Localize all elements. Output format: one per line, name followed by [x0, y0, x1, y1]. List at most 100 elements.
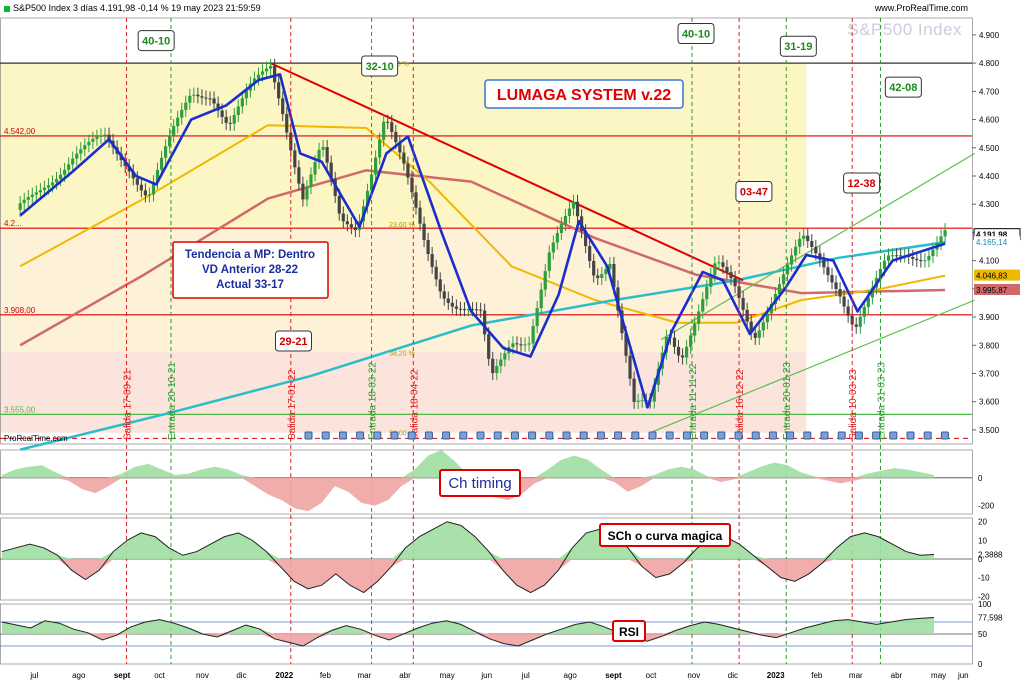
signal-label: Entrada 18-03-22	[368, 362, 379, 440]
osc-axis-label: 100	[978, 600, 992, 609]
candle-body	[919, 260, 923, 262]
chart-title: S&P500 Index 3 días 4.191,98 -0,14 % 19 …	[13, 3, 261, 13]
event-marker-icon	[837, 431, 846, 440]
candle-body	[38, 190, 42, 193]
candle-body	[547, 252, 551, 272]
brand-label: www.ProRealTime.com	[874, 3, 968, 13]
candle-body	[34, 192, 38, 195]
osc-axis-label: -10	[978, 574, 990, 583]
signal-label: Salida 17-09-21	[123, 369, 134, 440]
price-tag	[974, 269, 1020, 281]
candle-body	[236, 106, 240, 115]
candle-body	[684, 346, 689, 358]
candle-body	[273, 65, 277, 83]
candle-body	[790, 255, 794, 265]
candle-body	[192, 94, 196, 96]
price-tag-label: 3.995,87	[976, 286, 1008, 295]
event-marker-icon	[356, 431, 365, 440]
candle-body	[777, 284, 782, 295]
candle-body	[442, 291, 446, 299]
candle-body	[491, 358, 495, 374]
candle-body	[503, 353, 507, 360]
ma-fast-line	[19, 73, 946, 409]
osc-axis-label: 0	[978, 474, 983, 483]
osc-positive-area	[2, 521, 934, 559]
candle-body	[814, 246, 818, 254]
osc-axis-label: 10	[978, 536, 987, 545]
price-tag	[974, 236, 1020, 248]
time-axis-label: oct	[646, 671, 657, 680]
candle-body	[693, 323, 697, 336]
osc-name-box	[439, 469, 521, 497]
osc-line	[1, 616, 935, 647]
event-marker-icon	[923, 431, 932, 440]
osc-name: RSI	[619, 625, 639, 639]
candle-body	[628, 355, 632, 379]
watermark: S&P500 Index	[847, 20, 962, 39]
time-axis-label: ago	[72, 671, 86, 680]
event-marker-icon	[579, 431, 588, 440]
signal-label: Entrada 20-01-23	[782, 362, 793, 440]
candle-body	[830, 275, 834, 283]
level-label: 3.555,00	[4, 405, 36, 414]
info-box	[172, 241, 329, 299]
event-marker-icon	[493, 431, 502, 440]
candle-body	[854, 324, 858, 327]
candle-body	[697, 311, 701, 324]
price-axis-label: 3.500	[979, 426, 1000, 435]
candle-body	[402, 152, 406, 164]
time-axis-label: mar	[849, 671, 863, 680]
osc-axis-label: 77,598	[978, 613, 1003, 622]
candle-body	[862, 306, 866, 317]
price-axis-label: 3.800	[979, 341, 1000, 350]
candle-body	[329, 162, 333, 179]
level-label: 4.542,00	[4, 127, 36, 136]
candle-body	[563, 215, 568, 225]
candle-body	[519, 344, 523, 346]
time-axis-label: feb	[811, 671, 823, 680]
signal-label: Entrada 11-11-22	[688, 363, 699, 440]
candle-body	[466, 309, 471, 311]
osc-axis-label: -20	[978, 592, 990, 601]
candle-body	[426, 239, 430, 255]
candle-body	[527, 343, 531, 345]
candle-body	[232, 114, 236, 124]
fib-zone-lower	[0, 352, 807, 433]
osc-axis-label: 0	[978, 555, 983, 564]
signal-box-label: 03-47	[740, 187, 768, 199]
time-axis-label: oct	[154, 671, 165, 680]
candle-body	[349, 224, 353, 228]
candle-body	[729, 272, 733, 279]
signal-box	[735, 181, 773, 203]
candle-body	[943, 230, 947, 237]
candle-body	[575, 201, 580, 217]
osc-axis-label: 0	[978, 660, 983, 669]
candle-body	[75, 153, 79, 159]
candle-body	[531, 326, 535, 344]
info-box-line: Tendencia a MP: Dentro	[185, 249, 315, 261]
candle-body	[846, 306, 850, 316]
candle-body	[717, 262, 721, 264]
price-axis-label: 4.800	[979, 59, 1000, 68]
candle-body	[890, 255, 895, 257]
candle-body	[810, 241, 814, 247]
candle-body	[305, 187, 309, 200]
candle-body	[50, 182, 55, 186]
candle-body	[30, 194, 34, 198]
candle-body	[858, 316, 862, 327]
event-marker-icon	[562, 431, 571, 440]
candle-body	[172, 126, 176, 136]
candle-body	[551, 242, 555, 253]
candle-body	[143, 190, 147, 196]
signal-box-label: 29-21	[279, 336, 307, 348]
candle-body	[139, 184, 143, 191]
event-marker-icon	[906, 431, 915, 440]
candle-body	[604, 269, 608, 275]
event-marker-icon	[682, 431, 691, 440]
candle-body	[713, 263, 717, 275]
time-axis-label: ago	[564, 671, 578, 680]
osc-axis-label: 50	[978, 630, 987, 639]
osc-line	[1, 521, 935, 594]
event-marker-icon	[424, 431, 433, 440]
